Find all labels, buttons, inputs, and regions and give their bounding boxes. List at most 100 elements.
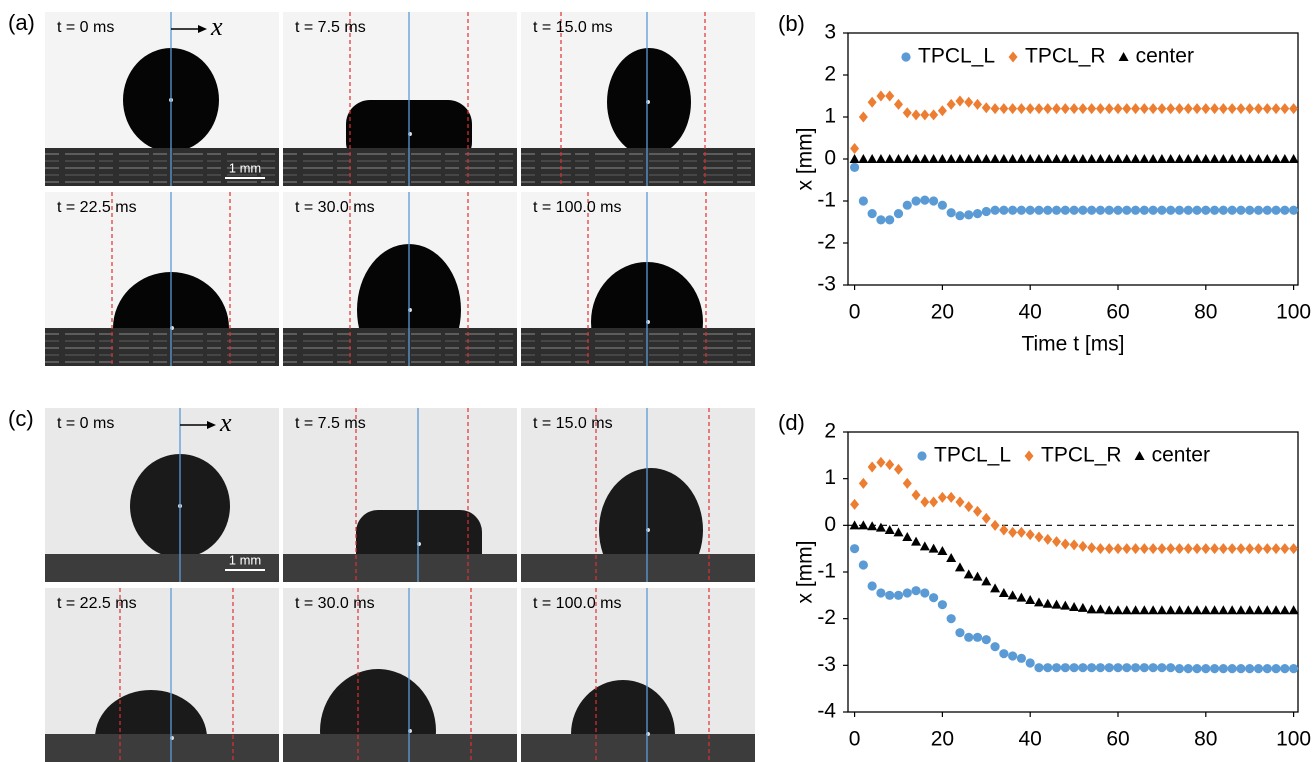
data-point — [1236, 103, 1246, 115]
data-point — [1051, 205, 1062, 215]
data-point — [875, 154, 886, 163]
data-point — [1209, 154, 1220, 163]
frame-content — [521, 588, 755, 762]
scale-bar-label: 1 mm — [229, 552, 262, 567]
legend-label: TPCL_L — [934, 444, 1011, 467]
data-point — [1025, 103, 1035, 115]
y-tick-label: 0 — [824, 513, 836, 536]
data-point — [902, 107, 912, 119]
data-point — [1113, 543, 1123, 555]
x-tick-label: 0 — [849, 728, 861, 751]
data-point — [1104, 543, 1114, 555]
data-point — [1025, 595, 1036, 604]
data-point — [1192, 154, 1203, 163]
data-point — [1060, 663, 1070, 673]
x-tick-label: 80 — [1194, 728, 1217, 751]
data-point — [1069, 205, 1079, 215]
data-point — [1262, 605, 1273, 615]
y-tick-label: 3 — [824, 21, 836, 44]
data-point — [1025, 658, 1035, 668]
data-point — [1051, 663, 1062, 673]
data-point — [920, 109, 930, 121]
data-point — [1131, 103, 1141, 115]
data-point — [1139, 663, 1149, 673]
data-point — [990, 583, 1001, 593]
data-point — [885, 459, 895, 471]
data-point — [999, 103, 1009, 115]
axis-symbol: x — [210, 12, 223, 41]
data-point — [885, 590, 895, 600]
photo-frame: t = 0 ms x 1 mm — [45, 408, 279, 582]
data-point — [981, 635, 991, 645]
data-point — [1034, 103, 1044, 115]
frame-content — [283, 12, 517, 186]
data-point — [946, 154, 957, 163]
data-point — [1289, 543, 1299, 555]
data-point — [1118, 52, 1129, 61]
data-point — [920, 588, 930, 598]
data-point — [990, 642, 1000, 652]
data-point — [1007, 154, 1018, 163]
data-point — [858, 154, 869, 163]
data-point — [1069, 602, 1080, 611]
data-point — [955, 496, 965, 508]
data-point — [884, 154, 895, 163]
data-point — [1218, 154, 1229, 163]
data-point — [929, 593, 939, 603]
data-point — [1016, 592, 1027, 602]
frame-label: t = 15.0 ms — [533, 19, 613, 36]
frame-content — [283, 588, 517, 762]
y-axis-title: x [mm] — [794, 541, 817, 604]
data-point — [1025, 154, 1036, 163]
data-point — [1104, 154, 1115, 163]
data-point — [1104, 605, 1115, 615]
data-point — [937, 105, 947, 117]
data-point — [858, 477, 868, 489]
data-point — [1060, 154, 1071, 163]
data-point — [972, 571, 983, 581]
data-point — [998, 154, 1009, 163]
data-point — [1008, 526, 1018, 538]
data-point — [963, 154, 974, 163]
y-tick-label: -2 — [817, 606, 836, 629]
data-point — [1253, 154, 1264, 163]
data-point — [981, 576, 992, 586]
data-point — [1253, 605, 1264, 615]
data-point — [867, 461, 877, 473]
data-point — [902, 532, 913, 541]
data-point — [849, 154, 860, 163]
legend-label: center — [1152, 444, 1210, 467]
data-point — [937, 546, 948, 555]
data-point — [1157, 205, 1167, 215]
data-point — [1043, 663, 1053, 673]
data-point — [1024, 450, 1034, 462]
data-point — [1134, 451, 1145, 460]
data-point — [1113, 103, 1123, 115]
data-point — [1157, 663, 1167, 673]
data-point — [1279, 605, 1290, 615]
data-point — [981, 512, 991, 524]
data-point — [867, 521, 878, 531]
data-point — [911, 536, 922, 546]
data-point — [1165, 154, 1176, 163]
legend-label: TPCL_L — [918, 45, 995, 68]
legend-label: center — [1136, 45, 1194, 68]
data-point — [1148, 543, 1158, 555]
data-point — [1245, 205, 1255, 215]
data-point — [1289, 103, 1299, 115]
data-point — [1227, 543, 1237, 555]
data-point — [1210, 543, 1220, 555]
data-point — [1192, 103, 1202, 115]
y-tick-label: -4 — [817, 700, 836, 723]
data-point — [893, 98, 903, 110]
data-point — [1236, 664, 1246, 674]
data-point — [911, 109, 921, 121]
data-point — [990, 205, 1000, 215]
y-tick-label: 0 — [824, 147, 836, 170]
data-point — [981, 206, 991, 217]
photo-frame: t = 30.0 ms — [283, 192, 517, 366]
data-point — [1166, 103, 1176, 115]
data-point — [1289, 664, 1299, 674]
data-point — [850, 143, 860, 154]
data-point — [1253, 664, 1264, 674]
